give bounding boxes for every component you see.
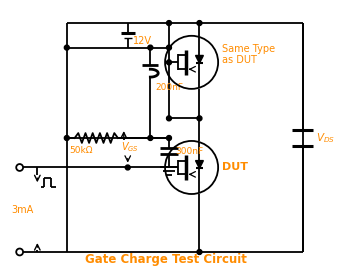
Text: Gate Charge Test Circuit: Gate Charge Test Circuit [85, 253, 247, 266]
Text: 300nF: 300nF [175, 147, 203, 156]
Circle shape [16, 164, 23, 171]
Circle shape [167, 21, 171, 25]
Circle shape [197, 250, 202, 254]
Text: Same Type
as DUT: Same Type as DUT [222, 44, 275, 65]
Circle shape [64, 136, 69, 140]
Polygon shape [195, 55, 203, 63]
Circle shape [197, 21, 202, 25]
Circle shape [167, 136, 171, 140]
Circle shape [125, 165, 130, 170]
Text: 3mA: 3mA [11, 205, 33, 215]
Text: 12V: 12V [132, 36, 152, 46]
Circle shape [64, 45, 69, 50]
Circle shape [167, 116, 171, 121]
Text: 200nF: 200nF [155, 83, 183, 92]
Text: $V_{DS}$: $V_{DS}$ [316, 131, 335, 145]
Circle shape [197, 116, 202, 121]
Text: $V_{GS}$: $V_{GS}$ [121, 140, 139, 154]
Circle shape [167, 45, 171, 50]
Text: 50kΩ: 50kΩ [70, 146, 93, 155]
Circle shape [167, 60, 171, 65]
Polygon shape [195, 161, 203, 168]
Text: DUT: DUT [222, 163, 248, 172]
Circle shape [16, 248, 23, 255]
Circle shape [148, 136, 153, 140]
Circle shape [148, 45, 153, 50]
